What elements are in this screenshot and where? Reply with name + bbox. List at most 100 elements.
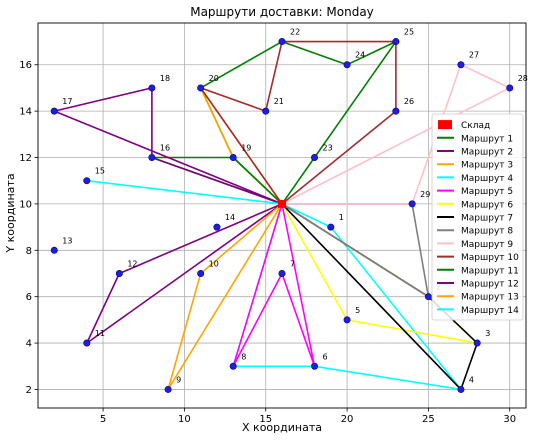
customer-point — [392, 107, 400, 115]
customer-point-label: 20 — [209, 74, 219, 83]
customer-point — [506, 84, 514, 92]
legend-label: Маршрут 11 — [461, 266, 519, 276]
customer-point — [343, 316, 351, 324]
customer-point-label: 26 — [404, 97, 414, 106]
x-tick-label: 15 — [259, 414, 272, 425]
customer-point-label: 7 — [290, 259, 295, 268]
customer-point-label: 15 — [95, 167, 105, 176]
customer-point-label: 5 — [355, 306, 360, 315]
plot-frame — [37, 22, 527, 409]
customer-point — [115, 269, 123, 277]
customer-point-label: 10 — [209, 259, 219, 268]
customer-point-label: 21 — [274, 97, 284, 106]
customer-point-label: 23 — [323, 144, 333, 153]
customer-point — [197, 269, 205, 277]
customer-point — [50, 107, 58, 115]
customer-point — [83, 177, 91, 185]
legend-label: Маршрут 4 — [461, 174, 513, 184]
customer-point — [83, 339, 91, 347]
customer-point-label: 22 — [290, 28, 300, 37]
legend-label: Маршрут 9 — [461, 240, 513, 250]
customer-point-label: 24 — [355, 51, 365, 60]
customer-point-label: 17 — [62, 97, 72, 106]
customer-point — [278, 38, 286, 46]
customer-point-label: 8 — [241, 352, 246, 361]
legend-label: Маршрут 6 — [461, 200, 513, 210]
route-line-13 — [167, 203, 283, 391]
legend-box — [431, 113, 524, 321]
customer-point-label: 18 — [160, 74, 170, 83]
y-tick-label: 14 — [19, 107, 32, 118]
legend-label: Маршрут 3 — [461, 161, 513, 171]
legend: Склад Маршрут 1 Маршрут 2 Маршрут 3 Маршрут … — [431, 113, 524, 321]
customer-point — [278, 269, 286, 277]
customer-point — [457, 385, 465, 393]
y-tick-label: 6 — [26, 292, 32, 303]
customer-point — [262, 107, 270, 115]
x-tick-label: 25 — [422, 414, 435, 425]
y-tick-label: 12 — [19, 153, 32, 164]
legend-swatch-depot — [438, 120, 452, 130]
customer-point-label: 13 — [62, 236, 72, 245]
customer-point-label: 4 — [469, 375, 474, 384]
legend-label: Маршрут 14 — [461, 306, 519, 316]
legend-label-depot: Склад — [461, 121, 490, 131]
customer-point — [392, 38, 400, 46]
route-line-5 — [232, 203, 316, 368]
customer-point-label: 12 — [127, 259, 137, 268]
customer-point — [343, 61, 351, 69]
customer-point — [50, 246, 58, 254]
x-axis-label: X координата — [242, 421, 322, 434]
y-tick-label: 16 — [19, 60, 32, 71]
customer-point — [164, 385, 172, 393]
chart-title: Маршрути доставки: Monday — [190, 5, 374, 19]
customer-point — [213, 223, 221, 231]
route-line-2 — [86, 203, 283, 344]
customer-point — [424, 293, 432, 301]
y-tick-label: 2 — [26, 385, 32, 396]
customer-point-label: 9 — [176, 375, 181, 384]
customer-point — [229, 154, 237, 162]
y-tick-label: 4 — [26, 339, 32, 350]
legend-label: Маршрут 10 — [461, 253, 519, 263]
legend-label: Маршрут 5 — [461, 187, 513, 197]
customer-point-label: 29 — [420, 190, 430, 199]
legend-label: Маршрут 13 — [461, 293, 519, 303]
customer-point — [197, 84, 205, 92]
customer-point-label: 25 — [404, 28, 414, 37]
customer-point — [148, 84, 156, 92]
x-tick-label: 5 — [100, 414, 106, 425]
customer-point-label: 6 — [323, 352, 328, 361]
customer-point-label: 28 — [518, 74, 528, 83]
y-tick-label: 10 — [19, 199, 32, 210]
points-layer: 1234567891011121314151617181920212223242… — [50, 28, 528, 393]
legend-label: Маршрут 7 — [461, 214, 513, 224]
customer-point — [327, 223, 335, 231]
x-tick-label: 20 — [341, 414, 354, 425]
depot-marker — [278, 199, 286, 208]
customer-point-label: 14 — [225, 213, 235, 222]
x-tick-label: 30 — [503, 414, 516, 425]
customer-point — [473, 339, 481, 347]
customer-point-label: 3 — [485, 329, 490, 338]
customer-point — [457, 61, 465, 69]
legend-label: Маршрут 8 — [461, 227, 513, 237]
legend-label: Маршрут 1 — [461, 134, 513, 144]
y-axis-label: Y координата — [4, 173, 17, 253]
customer-point-label: 1 — [339, 213, 344, 222]
legend-label: Маршрут 2 — [461, 148, 513, 158]
customer-point — [311, 154, 319, 162]
customer-point-label: 16 — [160, 144, 170, 153]
customer-point-label: 27 — [469, 51, 479, 60]
customer-point — [229, 362, 237, 370]
x-tick-label: 10 — [178, 414, 191, 425]
customer-point-label: 11 — [95, 329, 105, 338]
route-line-1 — [199, 40, 397, 205]
customer-point — [148, 154, 156, 162]
customer-point — [311, 362, 319, 370]
y-tick-label: 8 — [26, 246, 32, 257]
legend-label: Маршрут 12 — [461, 280, 519, 290]
